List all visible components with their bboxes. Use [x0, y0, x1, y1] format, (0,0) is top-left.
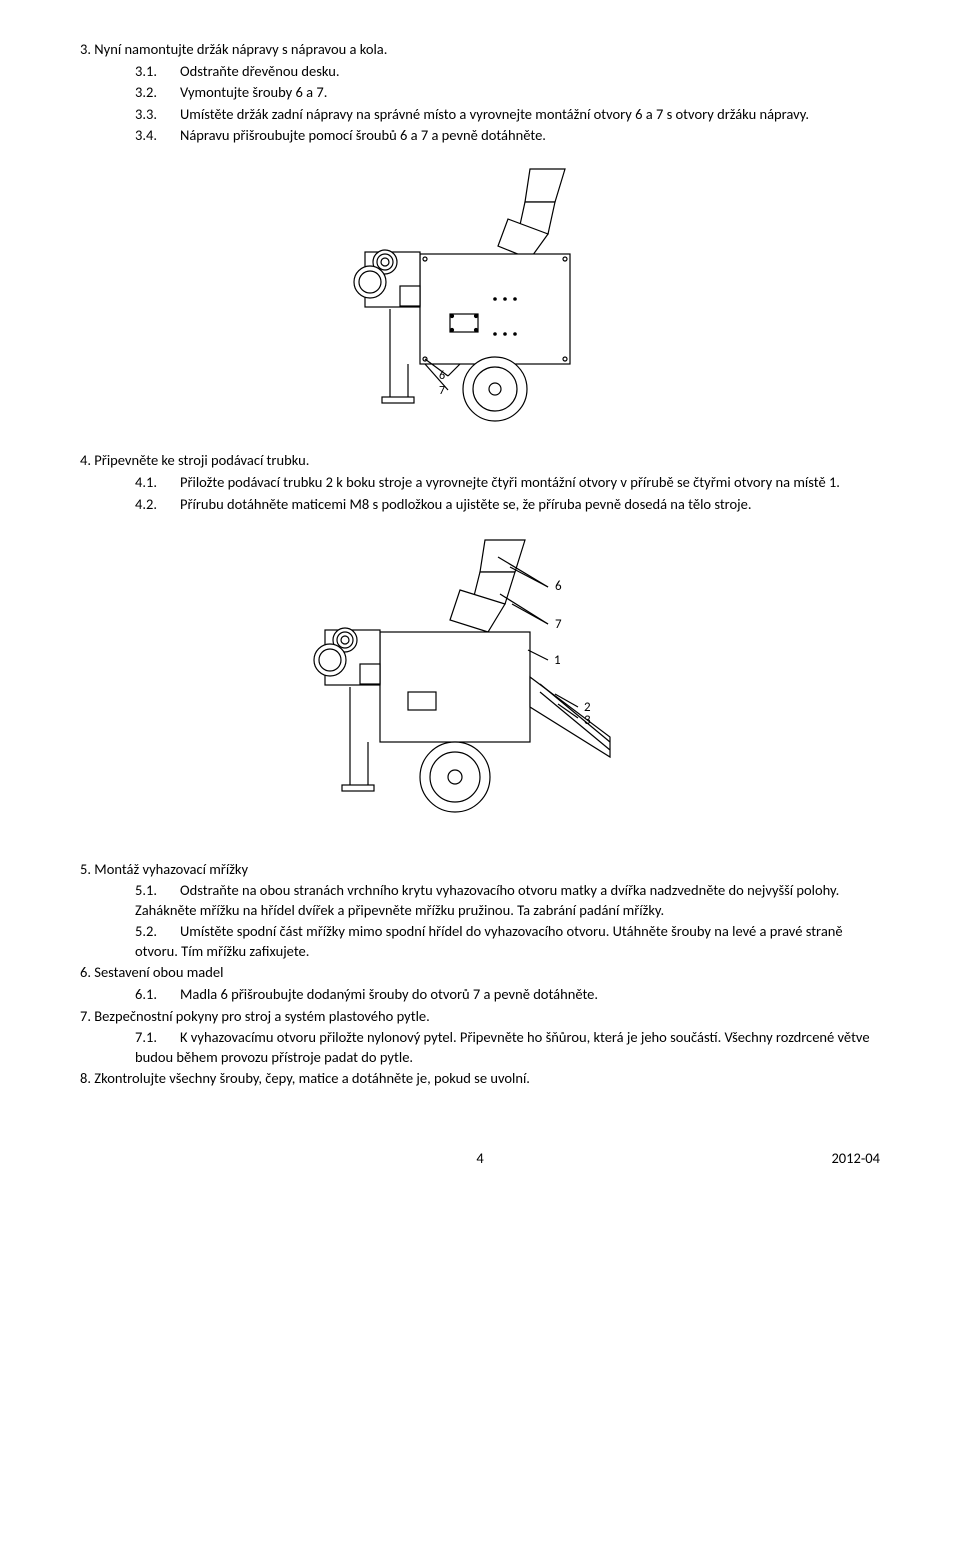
fig2-label-6: 6: [555, 579, 562, 594]
machine-diagram-1-icon: 6 7: [330, 164, 630, 424]
sec3-head: 3. Nyní namontujte držák nápravy s nápra…: [80, 40, 880, 60]
sec3-title: Nyní namontujte držák nápravy s nápravou…: [94, 40, 387, 58]
fig2-label-1: 1: [554, 653, 561, 668]
sec4-item2: 4.2. Přírubu dotáhněte maticemi M8 s pod…: [135, 495, 880, 515]
sec3-item1: 3.1. Odstraňte dřevěnou desku.: [135, 62, 880, 82]
sec5-head: 5. Montáž vyhazovací mřížky: [80, 860, 880, 880]
sec7-head: 7. Bezpečnostní pokyny pro stroj a systé…: [80, 1007, 880, 1027]
page-number: 4: [476, 1149, 483, 1169]
fig1-label-6: 6: [439, 369, 445, 383]
sec7-item1: 7.1. K vyhazovacímu otvoru přiložte nylo…: [135, 1028, 880, 1067]
sec3-num: 3.: [80, 40, 91, 58]
sec3-item3: 3.3. Umístěte držák zadní nápravy na spr…: [135, 105, 880, 125]
sec3-item4: 3.4. Nápravu přišroubujte pomocí šroubů …: [135, 126, 880, 146]
sec5-item2: 5.2. Umístěte spodní část mřížky mimo sp…: [135, 922, 880, 961]
figure-2: 6 7 1 2 3: [80, 532, 880, 838]
sec5-item1: 5.1. Odstraňte na obou stranách vrchního…: [135, 881, 880, 920]
fig2-label-3: 3: [584, 713, 591, 728]
sec6-item1: 6.1. Madla 6 přišroubujte dodanými šroub…: [135, 985, 880, 1005]
sec4-item1: 4.1. Přiložte podávací trubku 2 k boku s…: [135, 473, 880, 493]
sec3-item2: 3.2. Vymontujte šrouby 6 a 7.: [135, 83, 880, 103]
sec6-head: 6. Sestavení obou madel: [80, 963, 880, 983]
fig2-label-7: 7: [555, 617, 562, 632]
revision-date: 2012-04: [831, 1149, 880, 1169]
figure-1: 6 7: [80, 164, 880, 430]
machine-diagram-2-icon: 6 7 1 2 3: [300, 532, 660, 832]
fig1-label-7: 7: [439, 384, 445, 398]
sec4-head: 4. Připevněte ke stroji podávací trubku.: [80, 451, 880, 471]
sec8-head: 8. Zkontrolujte všechny šrouby, čepy, ma…: [80, 1069, 880, 1089]
